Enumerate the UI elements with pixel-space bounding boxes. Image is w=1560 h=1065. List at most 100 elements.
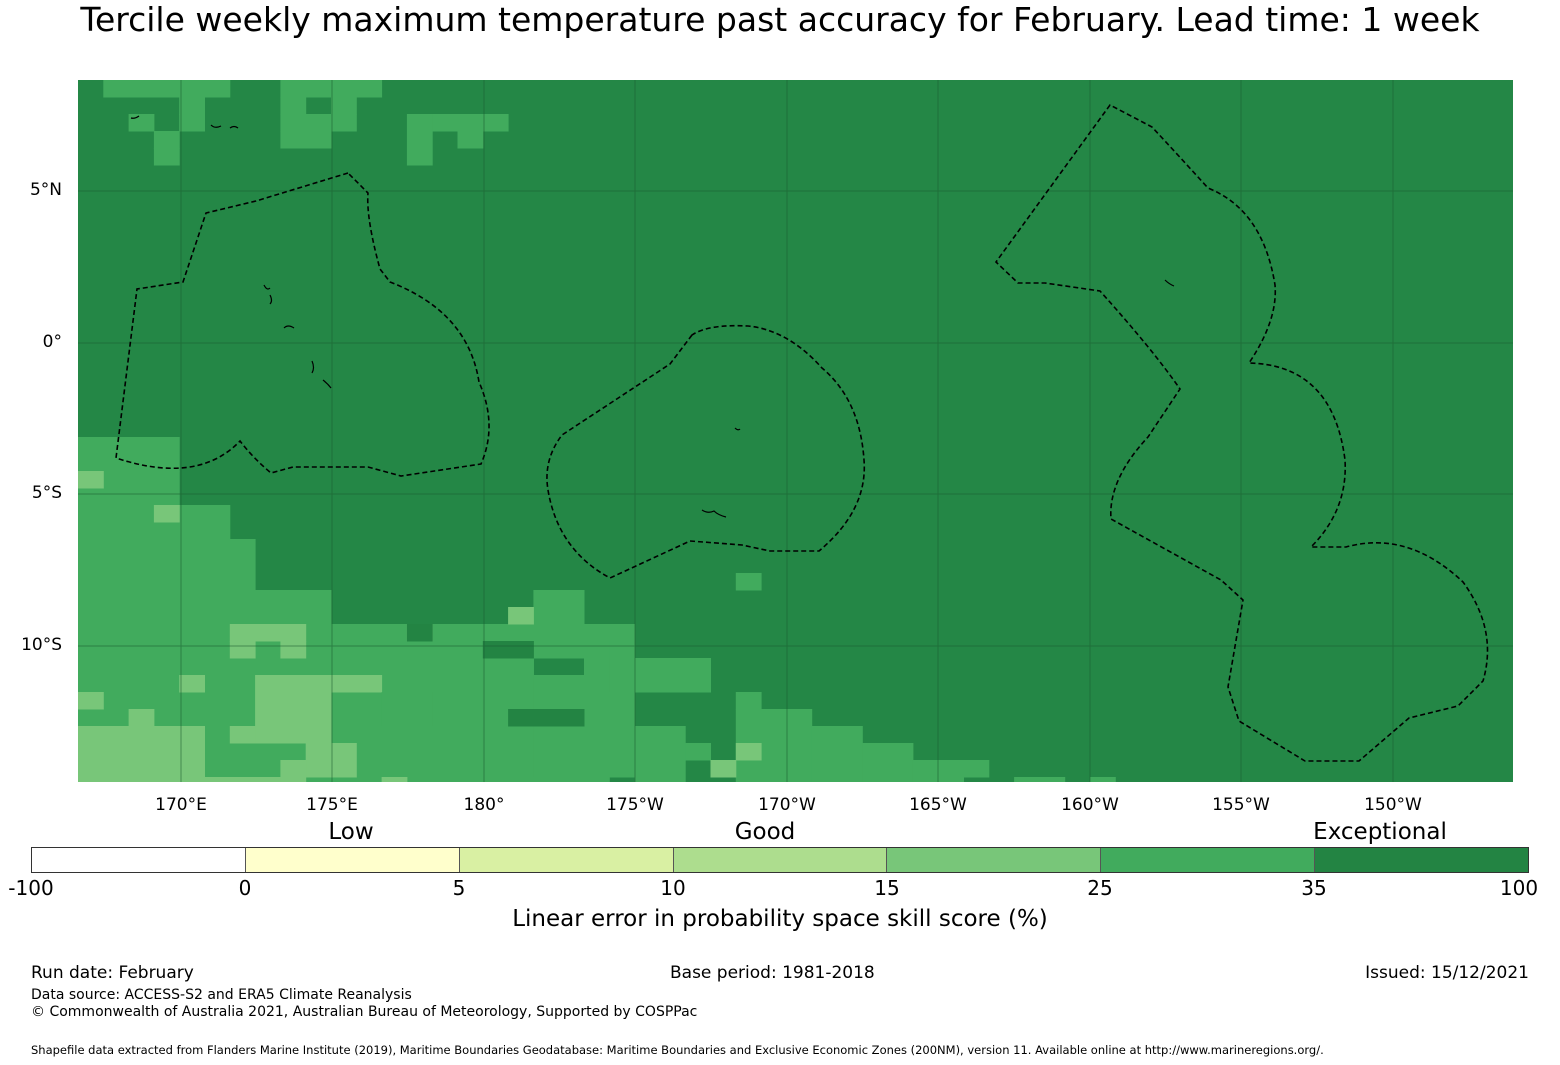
- skill-cell: [229, 726, 256, 744]
- eez-phoenix: [546, 324, 866, 579]
- skill-cell: [78, 437, 180, 472]
- skill-cell: [153, 131, 180, 149]
- colorbar-tick: 5: [452, 876, 466, 900]
- skill-cell: [331, 97, 357, 115]
- legend-category-good: Good: [734, 819, 796, 845]
- skill-cell: [406, 114, 433, 166]
- colorbar-segment: [245, 848, 460, 872]
- copyright: © Commonwealth of Australia 2021, Austra…: [31, 1004, 698, 1020]
- skill-cell: [1090, 777, 1116, 782]
- skill-cell: [685, 743, 711, 761]
- skill-map[interactable]: [78, 80, 1513, 782]
- lon-label: 180°: [463, 795, 505, 815]
- skill-cell: [179, 726, 205, 782]
- lon-label: 170°E: [155, 795, 207, 815]
- lon-label: 175°E: [306, 795, 358, 815]
- skill-cell: [78, 726, 180, 782]
- legend-category-low: Low: [328, 819, 374, 845]
- skill-cell: [406, 624, 433, 642]
- skill-cell: [735, 692, 762, 710]
- lat-label-5n: 5°N: [29, 180, 62, 200]
- skill-cell: [179, 777, 281, 782]
- chart-title: Tercile weekly maximum temperature past …: [80, 0, 1480, 39]
- colorbar-segment: [1315, 848, 1529, 872]
- colorbar-segment: [1101, 848, 1316, 872]
- skill-cell: [179, 675, 205, 693]
- skill-cell: [735, 573, 762, 591]
- colorbar-segment: [887, 848, 1102, 872]
- skill-cell: [280, 97, 307, 115]
- colorbar-segment: [459, 848, 674, 872]
- skill-cell: [938, 777, 964, 782]
- skill-cell: [1014, 777, 1066, 782]
- skill-cell: [331, 114, 357, 132]
- colorbar-label: Linear error in probability space skill …: [512, 906, 1048, 932]
- skill-cell: [584, 641, 610, 676]
- skill-cell: [204, 80, 231, 98]
- lon-label: 175°W: [606, 795, 664, 815]
- colorbar-tick: 10: [660, 876, 686, 900]
- skill-cell: [609, 658, 711, 693]
- skill-cell: [229, 641, 256, 659]
- skill-cell: [811, 726, 863, 782]
- colorbar-tick: 25: [1087, 876, 1113, 900]
- lon-label: 155°W: [1212, 795, 1270, 815]
- skill-cell: [153, 148, 180, 166]
- skill-cell: [78, 590, 332, 625]
- colorbar-tick: 35: [1301, 876, 1327, 900]
- colorbar-segment: [32, 848, 246, 872]
- base-period: Base period: 1981-2018: [670, 963, 875, 983]
- skill-cell: [280, 114, 332, 132]
- skill-cell: [482, 641, 534, 659]
- skill-cell: [862, 743, 914, 782]
- skill-cell: [710, 760, 737, 778]
- colorbar-tick: 100: [1499, 876, 1539, 900]
- skill-cell: [179, 114, 205, 132]
- skill-grid-cells: [78, 80, 1116, 782]
- skill-cell: [634, 726, 686, 782]
- map-canvas: [78, 80, 1513, 782]
- issued-date: Issued: 15/12/2021: [1365, 963, 1529, 983]
- skill-cell: [533, 590, 585, 625]
- skill-cell: [153, 505, 180, 523]
- skill-cell: [255, 675, 332, 744]
- skill-cell: [78, 471, 104, 489]
- legend-category-exceptional: Exceptional: [1313, 819, 1447, 845]
- skill-cell: [280, 80, 383, 98]
- skill-cell: [103, 80, 205, 98]
- skill-cell: [128, 114, 155, 132]
- colorbar-tick: 0: [238, 876, 252, 900]
- skill-cell: [457, 131, 484, 149]
- lat-label-10s: 10°S: [21, 635, 62, 655]
- lon-label: 170°W: [758, 795, 816, 815]
- colorbar-tick: 15: [874, 876, 900, 900]
- data-source: Data source: ACCESS-S2 and ERA5 Climate …: [31, 987, 412, 1003]
- skill-cell: [78, 692, 104, 710]
- colorbar: [31, 847, 1529, 873]
- skill-cell: [508, 607, 534, 625]
- skill-cell: [508, 709, 585, 727]
- skill-cell: [381, 777, 408, 782]
- skill-cell: [305, 743, 357, 778]
- skill-cell: [963, 760, 990, 778]
- skill-cell: [179, 97, 205, 115]
- lon-label: 165°W: [909, 795, 967, 815]
- colorbar-tick: -100: [8, 876, 54, 900]
- skill-cell: [280, 760, 307, 782]
- skill-cell: [432, 114, 509, 132]
- skill-cell: [280, 131, 332, 149]
- run-date: Run date: February: [31, 963, 194, 983]
- eez-line: [994, 103, 1489, 762]
- skill-cell: [229, 624, 307, 642]
- skill-cell: [280, 641, 307, 659]
- eez-gilbert: [115, 172, 490, 477]
- skill-cell: [735, 743, 762, 761]
- shapefile-credit: Shapefile data extracted from Flanders M…: [31, 1043, 1324, 1057]
- lat-label-0: 0°: [42, 332, 62, 352]
- skill-cell: [331, 675, 383, 693]
- skill-cell: [381, 692, 433, 727]
- islands: [130, 115, 1175, 518]
- colorbar-segment: [673, 848, 888, 872]
- lon-label: 160°W: [1061, 795, 1119, 815]
- graticule: [78, 80, 1513, 782]
